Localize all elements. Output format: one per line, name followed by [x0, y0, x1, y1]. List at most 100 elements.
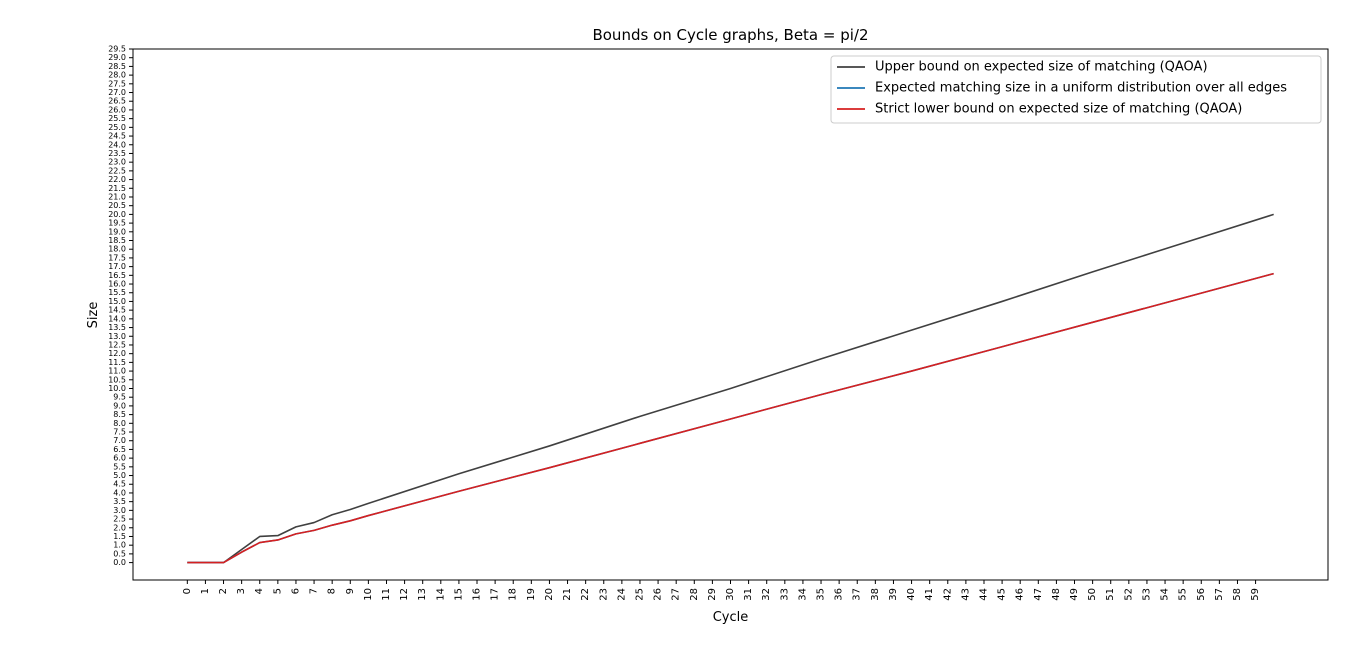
y-tick-label: 28.5 [108, 62, 126, 71]
y-tick-label: 21.5 [108, 184, 126, 193]
x-tick-label: 56 [1196, 588, 1207, 601]
x-tick-label: 33 [779, 588, 790, 601]
y-tick-label: 23.0 [108, 158, 126, 167]
x-tick-label: 27 [671, 588, 682, 601]
x-axis-label: Cycle [713, 610, 749, 625]
legend-items: Upper bound on expected size of matching… [837, 60, 1287, 117]
y-tick-label: 21.0 [108, 192, 126, 201]
y-tick-label: 2.5 [113, 515, 126, 524]
y-tick-label: 28.0 [108, 71, 126, 80]
x-tick-label: 47 [1033, 588, 1044, 601]
y-tick-label: 8.0 [113, 419, 126, 428]
y-tick-label: 6.0 [113, 454, 126, 463]
y-tick-label: 15.0 [108, 297, 126, 306]
y-tick-label: 20.5 [108, 201, 126, 210]
x-tick-label: 16 [472, 588, 483, 601]
x-tick-label: 3 [236, 588, 247, 594]
y-tick-label: 1.0 [113, 541, 126, 550]
y-tick-label: 7.0 [113, 436, 126, 445]
x-tick-label: 52 [1123, 588, 1134, 601]
y-axis-label: Size [86, 302, 101, 329]
y-tick-label: 0.0 [113, 558, 126, 567]
x-tick-label: 29 [707, 588, 718, 601]
chart-title: Bounds on Cycle graphs, Beta = pi/2 [592, 26, 868, 44]
y-tick-label: 6.5 [113, 445, 126, 454]
y-tick-label: 5.0 [113, 471, 126, 480]
x-tick-label: 38 [870, 588, 881, 601]
y-tick-label: 7.5 [113, 428, 126, 437]
y-tick-label: 23.5 [108, 149, 126, 158]
y-tick-label: 25.0 [108, 123, 126, 132]
x-tick-label: 28 [689, 588, 700, 601]
x-tick-label: 44 [978, 588, 989, 601]
y-tick-label: 22.5 [108, 166, 126, 175]
y-tick-label: 4.0 [113, 488, 126, 497]
y-tick-label: 20.0 [108, 210, 126, 219]
y-tick-label: 19.5 [108, 219, 126, 228]
x-tick-label: 25 [634, 588, 645, 601]
y-tick-label: 13.5 [108, 323, 126, 332]
x-tick-label: 49 [1069, 588, 1080, 601]
x-tick-label: 26 [653, 588, 664, 601]
x-tick-label: 41 [924, 588, 935, 601]
x-tick-label: 31 [743, 588, 754, 601]
y-tick-label: 26.5 [108, 97, 126, 106]
y-tick-label: 1.5 [113, 532, 126, 541]
series-line-3 [187, 272, 1274, 564]
x-tick-label: 17 [490, 588, 501, 601]
y-tick-label: 27.0 [108, 88, 126, 97]
x-tick-label: 6 [290, 588, 301, 594]
y-tick-label: 15.5 [108, 288, 126, 297]
y-tick-label: 9.0 [113, 401, 126, 410]
y-tick-label: 27.5 [108, 79, 126, 88]
x-tick-label: 42 [942, 588, 953, 601]
x-tick-label: 36 [834, 588, 845, 601]
y-tick-label: 0.5 [113, 549, 126, 558]
y-tick-label: 18.0 [108, 245, 126, 254]
y-tick-label: 18.5 [108, 236, 126, 245]
x-tick-label: 7 [309, 588, 320, 594]
x-tick-label: 2 [218, 588, 229, 594]
y-tick-label: 25.5 [108, 114, 126, 123]
x-tick-label: 23 [598, 588, 609, 601]
y-tick-label: 8.5 [113, 410, 126, 419]
y-tick-label: 3.5 [113, 497, 126, 506]
x-tick-label: 37 [852, 588, 863, 601]
x-tick-label: 14 [435, 588, 446, 601]
series-line-1 [187, 213, 1274, 564]
x-tick-label: 5 [272, 588, 283, 594]
x-tick-label: 32 [761, 588, 772, 601]
y-tick-label: 19.0 [108, 227, 126, 236]
x-tick-label: 51 [1105, 588, 1116, 601]
x-tick-label: 48 [1051, 588, 1062, 601]
x-tick-label: 43 [960, 588, 971, 601]
x-tick-label: 53 [1141, 588, 1152, 601]
x-tick-label: 22 [580, 588, 591, 601]
y-tick-label: 14.0 [108, 314, 126, 323]
x-tick-label: 55 [1178, 588, 1189, 601]
y-tick-label: 11.5 [108, 358, 126, 367]
x-tick-label: 15 [453, 588, 464, 601]
x-tick-label: 10 [363, 588, 374, 601]
y-tick-label: 14.5 [108, 306, 126, 315]
y-tick-label: 3.0 [113, 506, 126, 515]
x-tick-label: 12 [399, 588, 410, 601]
y-tick-label: 16.0 [108, 280, 126, 289]
x-tick-label: 1 [200, 588, 211, 594]
x-tick-label: 18 [508, 588, 519, 601]
x-tick-label: 9 [345, 588, 356, 594]
x-tick-label: 24 [616, 588, 627, 601]
y-tick-label: 24.0 [108, 140, 126, 149]
series-lines [187, 213, 1274, 564]
x-tick-label: 34 [797, 588, 808, 601]
x-tick-label: 58 [1232, 588, 1243, 601]
x-tick-label: 20 [544, 588, 555, 601]
plot-area [132, 48, 1329, 581]
legend: Upper bound on expected size of matching… [830, 55, 1322, 124]
y-tick-label: 29.0 [108, 53, 126, 62]
y-tick-label: 12.0 [108, 349, 126, 358]
x-tick-label: 0 [182, 588, 193, 594]
y-tick-label: 16.5 [108, 271, 126, 280]
x-tick-label: 13 [417, 588, 428, 601]
legend-label-3: Strict lower bound on expected size of m… [875, 102, 1242, 117]
